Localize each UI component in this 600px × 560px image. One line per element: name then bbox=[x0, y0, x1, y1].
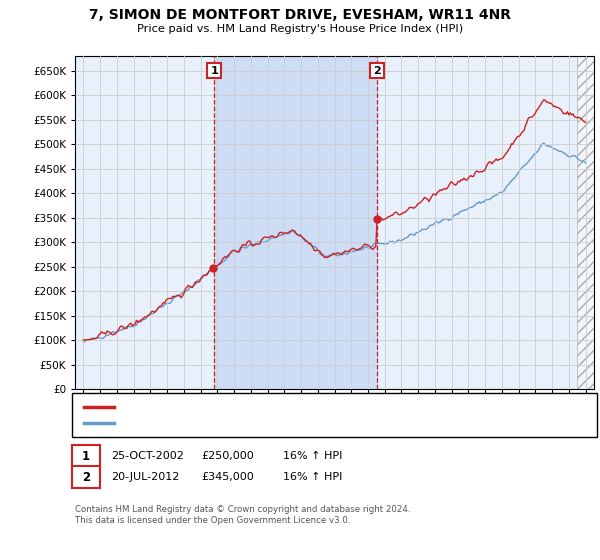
Bar bbox=[577, 56, 594, 389]
Text: 1: 1 bbox=[210, 66, 218, 76]
Text: £345,000: £345,000 bbox=[202, 472, 254, 482]
Text: 16% ↑ HPI: 16% ↑ HPI bbox=[283, 472, 342, 482]
Text: Price paid vs. HM Land Registry's House Price Index (HPI): Price paid vs. HM Land Registry's House … bbox=[137, 24, 463, 34]
Text: 7, SIMON DE MONTFORT DRIVE, EVESHAM, WR11 4NR: 7, SIMON DE MONTFORT DRIVE, EVESHAM, WR1… bbox=[89, 8, 511, 22]
Text: 1: 1 bbox=[82, 450, 90, 463]
Text: Contains HM Land Registry data © Crown copyright and database right 2024.
This d: Contains HM Land Registry data © Crown c… bbox=[75, 505, 410, 525]
Text: 2: 2 bbox=[373, 66, 381, 76]
Text: 25-OCT-2002: 25-OCT-2002 bbox=[112, 451, 184, 461]
Text: 16% ↑ HPI: 16% ↑ HPI bbox=[283, 451, 342, 461]
Text: 7, SIMON DE MONTFORT DRIVE, EVESHAM, WR11 4NR (detached house): 7, SIMON DE MONTFORT DRIVE, EVESHAM, WR1… bbox=[120, 402, 496, 412]
Bar bbox=[214, 56, 377, 389]
Text: £250,000: £250,000 bbox=[202, 451, 254, 461]
Bar bbox=[577, 56, 594, 389]
Text: 20-JUL-2012: 20-JUL-2012 bbox=[112, 472, 180, 482]
Text: 2: 2 bbox=[82, 470, 90, 484]
Text: HPI: Average price, detached house, Wychavon: HPI: Average price, detached house, Wych… bbox=[120, 418, 367, 428]
